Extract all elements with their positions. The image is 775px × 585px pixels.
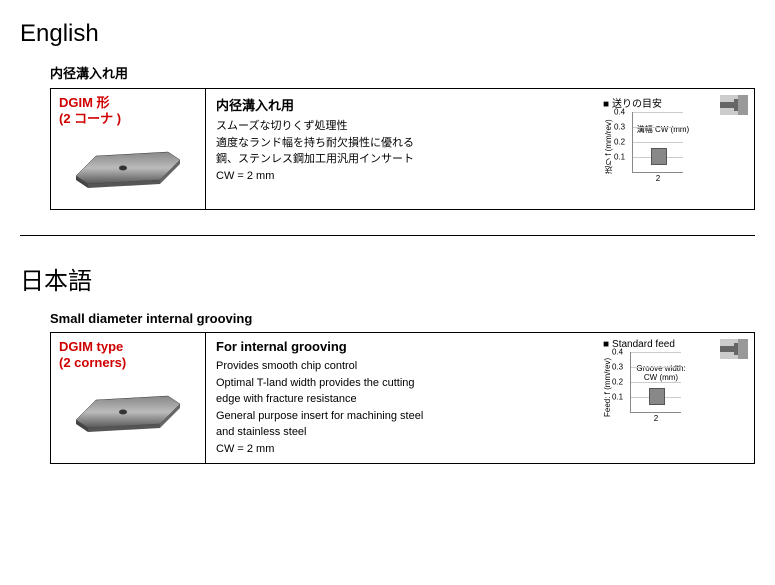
chart-ytick: 0.3	[612, 363, 623, 372]
chart-ylabel: Feed: f (mm/rev)	[603, 352, 612, 422]
col-left: DGIM type(2 corners)	[51, 333, 206, 463]
chart-ylabel: 送り f (mm/rev)	[603, 112, 614, 182]
chart-plot: 2	[630, 352, 681, 413]
chart-area: 0.10.20.30.4 2 Groove width: CW (mm)	[612, 352, 692, 417]
type-name: DGIM type(2 corners)	[59, 339, 197, 370]
groove-icon	[720, 95, 748, 115]
mid-desc: スムーズな切りくず処理性適度なランド幅を持ち耐欠損性に優れる鋼、ステンレス鋼加工…	[216, 118, 589, 184]
chart-plot: 2	[632, 112, 683, 173]
lang-label: English	[20, 20, 755, 48]
chart-ytick: 0.1	[614, 153, 625, 162]
chart-area: 0.10.20.30.4 2 溝幅 CW (mm)	[614, 112, 694, 177]
col-mid: For internal grooving Provides smooth ch…	[206, 333, 599, 463]
insert-image	[68, 134, 188, 194]
chart-xtick: 2	[656, 174, 660, 183]
divider	[20, 235, 755, 236]
section: Small diameter internal grooving DGIM ty…	[50, 311, 755, 464]
product-card: DGIM 形(2 コーナ ) 内径溝入れ用 スムーズな切りくず処理性適度なランド…	[50, 88, 755, 210]
section-title: 内径溝入れ用	[50, 63, 755, 82]
insert-image-wrap	[59, 378, 197, 441]
insert-image	[68, 378, 188, 438]
chart-xtick: 2	[654, 414, 658, 423]
chart-bar	[649, 388, 665, 405]
mid-desc: Provides smooth chip controlOptimal T-la…	[216, 358, 589, 457]
section-title: Small diameter internal grooving	[50, 311, 755, 326]
insert-image-wrap	[59, 134, 197, 197]
chart-ytick: 0.2	[614, 138, 625, 147]
icon-box	[720, 95, 748, 115]
lang-label: 日本語	[20, 261, 755, 296]
mid-title: For internal grooving	[216, 339, 589, 354]
mid-title: 内径溝入れ用	[216, 95, 589, 114]
chart-ytick: 0.3	[614, 123, 625, 132]
chart-ytick: 0.4	[614, 108, 625, 117]
chart-ytick: 0.2	[612, 378, 623, 387]
chart-ytick: 0.4	[612, 348, 623, 357]
product-card: DGIM type(2 corners) For internal groovi…	[50, 332, 755, 464]
groove-icon	[720, 339, 748, 359]
type-name: DGIM 形(2 コーナ )	[59, 95, 197, 126]
icon-box	[720, 339, 748, 359]
col-left: DGIM 形(2 コーナ )	[51, 89, 206, 209]
col-mid: 内径溝入れ用 スムーズな切りくず処理性適度なランド幅を持ち耐欠損性に優れる鋼、ス…	[206, 89, 599, 209]
chart-ytick: 0.1	[612, 393, 623, 402]
chart-bar	[651, 148, 667, 165]
section: 内径溝入れ用 DGIM 形(2 コーナ ) 内径溝入れ用 スムーズな切りくず処理…	[50, 63, 755, 210]
